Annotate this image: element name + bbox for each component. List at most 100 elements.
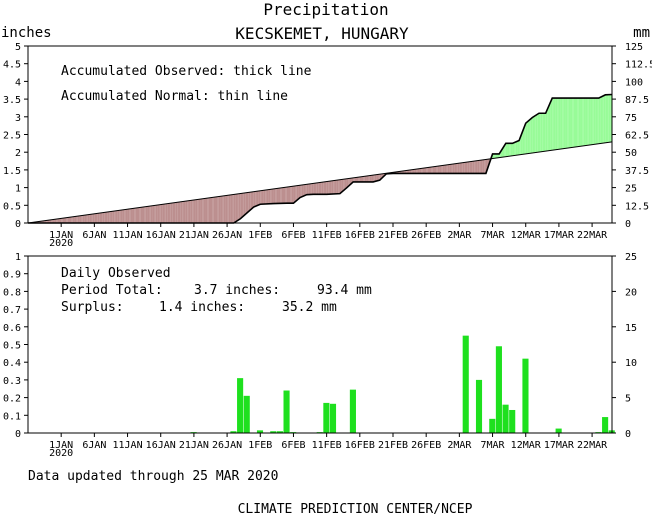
daily-heading: Daily Observed (61, 266, 171, 281)
surplus-area (573, 98, 576, 148)
deficit-area (290, 186, 292, 204)
daily-right-tick-label: 5 (625, 394, 631, 405)
deficit-area (338, 179, 340, 194)
surplus-area (548, 101, 551, 151)
accumulated-left-tick-label: 3 (15, 113, 21, 124)
deficit-area (54, 219, 57, 223)
deficit-area (419, 168, 422, 174)
daily-bars (190, 335, 615, 433)
accumulated-right-tick-label: 50 (625, 148, 637, 159)
surplus-area (520, 131, 523, 155)
deficit-area (449, 164, 452, 174)
deficit-area (132, 208, 135, 223)
daily-x-tick-label: 12MAR (511, 440, 542, 451)
deficit-area (247, 192, 249, 213)
surplus-area (537, 113, 539, 153)
daily-x-tick-label: 26JAN (212, 440, 242, 451)
daily-axis-ticks: 00.10.20.30.40.50.60.70.80.9105101520251… (3, 252, 637, 459)
deficit-area (205, 198, 208, 223)
deficit-area (135, 207, 138, 223)
deficit-area (306, 184, 309, 195)
surplus-area (509, 143, 511, 157)
deficit-area (356, 177, 359, 182)
daily-bar (237, 378, 244, 433)
deficit-area (271, 188, 274, 204)
accumulated-x-tick-label: 16FEB (345, 230, 375, 241)
daily-bar (489, 418, 496, 433)
deficit-area (412, 169, 415, 174)
deficit-area (66, 217, 68, 223)
deficit-area (187, 200, 189, 223)
deficit-area (452, 163, 455, 174)
deficit-area (457, 163, 460, 174)
deficit-area (175, 202, 178, 223)
deficit-area (283, 187, 286, 204)
deficit-area (265, 189, 267, 204)
daily-left-tick-label: 0.1 (3, 411, 21, 422)
deficit-area (89, 214, 92, 223)
deficit-area (144, 206, 146, 223)
deficit-area (285, 187, 287, 204)
deficit-area (160, 204, 163, 223)
surplus-area (525, 121, 528, 154)
deficit-area (137, 207, 140, 223)
surplus-area (598, 97, 601, 144)
surplus-area (563, 98, 566, 149)
daily-bar (349, 389, 356, 433)
deficit-area (155, 205, 158, 223)
deficit-area (152, 205, 155, 223)
daily-left-tick-label: 0.2 (3, 394, 21, 405)
deficit-area (200, 198, 203, 223)
daily-left-tick-label: 0.9 (3, 270, 21, 281)
daily-right-tick-label: 25 (625, 252, 637, 263)
daily-bar (495, 346, 502, 433)
deficit-area (159, 204, 161, 223)
deficit-area (459, 162, 462, 174)
deficit-area (329, 180, 332, 195)
daily-left-tick-label: 0.8 (3, 287, 21, 298)
surplus-area (588, 98, 591, 146)
deficit-area (59, 218, 62, 223)
surplus-area (577, 98, 579, 147)
daily-bar (509, 409, 516, 433)
surplus-area (543, 113, 546, 152)
deficit-area (230, 194, 233, 223)
surplus-area (524, 123, 526, 155)
deficit-area (343, 179, 345, 191)
deficit-area (84, 214, 87, 223)
deficit-area (358, 176, 360, 182)
deficit-area (469, 161, 471, 174)
deficit-area (102, 212, 105, 223)
deficit-area (321, 182, 324, 195)
surplus-area (592, 98, 594, 145)
surplus-area (555, 98, 558, 150)
deficit-area (183, 201, 186, 223)
surplus-inches: 1.4 inches: (159, 300, 245, 315)
surplus-area (562, 98, 564, 149)
daily-left-tick-label: 0.6 (3, 323, 21, 334)
deficit-area (94, 213, 97, 223)
deficit-area (62, 217, 65, 223)
deficit-area (341, 179, 344, 193)
deficit-area (275, 188, 277, 204)
surplus-area (568, 98, 571, 148)
deficit-area (142, 206, 145, 223)
deficit-area (303, 184, 306, 197)
accumulated-x-tick-label: 21FEB (378, 230, 408, 241)
accumulated-x-tick-label: 12MAR (511, 230, 542, 241)
accumulated-left-tick-label: 2 (15, 148, 21, 159)
deficit-area (270, 189, 272, 204)
deficit-area (474, 160, 476, 174)
deficit-area (295, 185, 297, 202)
deficit-area (462, 162, 465, 174)
accumulated-panel: 00.511.522.533.544.55012.52537.55062.575… (3, 42, 652, 249)
deficit-area (437, 165, 440, 174)
daily-bar (283, 390, 290, 433)
deficit-area (444, 164, 447, 174)
deficit-area (472, 161, 475, 174)
deficit-area (101, 212, 103, 223)
accumulated-left-tick-label: 0 (15, 219, 21, 230)
daily-x-tick-label: 2MAR (447, 440, 472, 451)
deficit-area (110, 211, 113, 223)
deficit-area (182, 201, 184, 223)
